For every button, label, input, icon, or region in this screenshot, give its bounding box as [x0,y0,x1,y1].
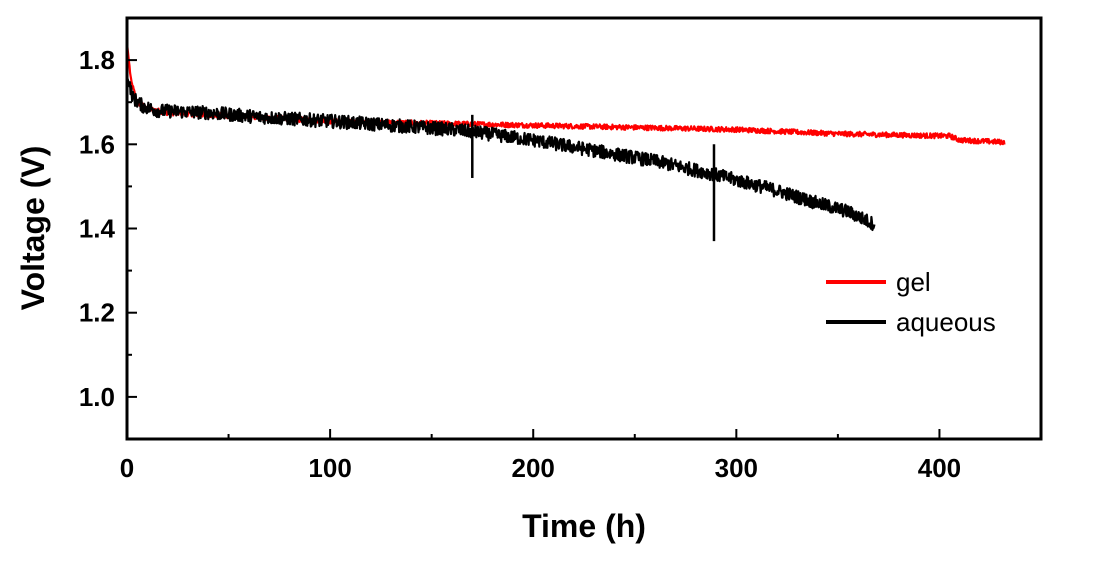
y-tick-label: 1.0 [79,382,115,412]
x-axis-title: Time (h) [522,508,646,544]
series-line-aqueous [125,76,876,232]
legend: gel aqueous [826,267,996,337]
y-axis-title: Voltage (V) [15,146,51,311]
x-tick-label: 0 [120,453,134,483]
y-tick-label: 1.2 [79,298,115,328]
x-tick-label: 200 [512,453,555,483]
legend-label-gel: gel [896,267,931,297]
y-tick-label: 1.8 [79,45,115,75]
plot-frame [125,16,1043,441]
y-tick-label: 1.6 [79,129,115,159]
x-tick-label: 100 [308,453,351,483]
legend-label-aqueous: aqueous [896,307,996,337]
plot-area [125,43,1006,242]
series-line-gel [125,43,1006,146]
y-axis: 1.0 1.2 1.4 1.6 1.8 [79,17,137,440]
x-axis: 0 100 200 300 400 [120,429,1042,483]
x-tick-label: 300 [715,453,758,483]
y-tick-label: 1.4 [79,214,116,244]
x-tick-label: 400 [918,453,961,483]
